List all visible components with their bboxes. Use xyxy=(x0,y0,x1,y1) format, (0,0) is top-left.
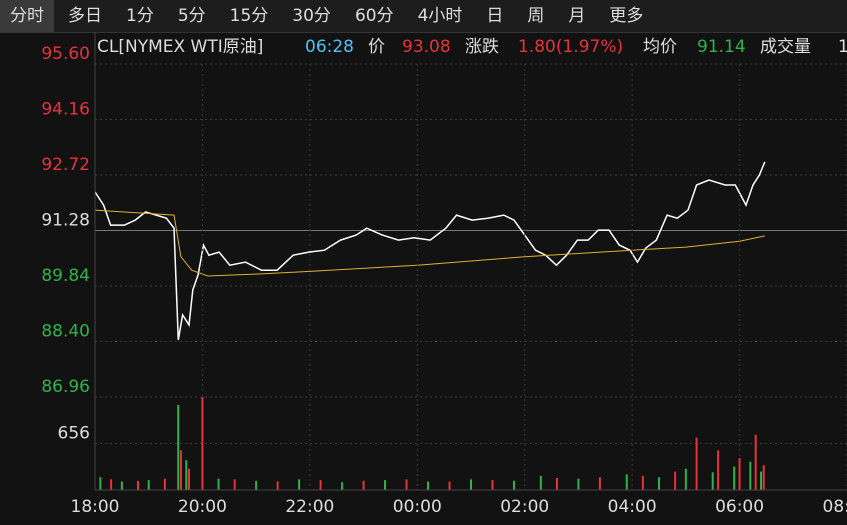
volume-bar xyxy=(201,397,204,490)
volume-bar xyxy=(684,468,687,490)
x-tick-label: 18:00 xyxy=(71,497,120,517)
x-tick-label: 22:00 xyxy=(285,497,334,517)
volume-bar xyxy=(384,480,387,490)
price-line xyxy=(94,161,766,341)
y-tick-label: 88.40 xyxy=(41,322,90,342)
price-label: 价 xyxy=(368,37,385,57)
x-tick-label: 20:00 xyxy=(178,497,227,517)
x-tick-label: 02:00 xyxy=(500,497,549,517)
volume-bar xyxy=(298,479,301,490)
volume-bar xyxy=(99,477,102,490)
y-tick-label: 86.96 xyxy=(41,377,90,397)
volume-bar xyxy=(470,479,472,490)
volume-bar xyxy=(754,434,757,490)
volume-bar xyxy=(362,480,365,490)
tab[interactable]: 日 xyxy=(486,6,504,26)
y-tick-label: 92.72 xyxy=(41,155,90,175)
volume-bar xyxy=(136,480,139,490)
volume-bar xyxy=(695,437,698,490)
price-line xyxy=(94,209,765,277)
change: 1.80(1.97%) xyxy=(518,37,624,57)
volume-bar xyxy=(163,478,166,490)
volume-bar xyxy=(217,478,220,490)
avg-label: 均价 xyxy=(643,37,677,57)
x-tick-label: 08:00 xyxy=(823,497,847,517)
volume-bar xyxy=(427,481,430,490)
volume-bar xyxy=(762,465,765,490)
y-tick-label: 89.84 xyxy=(41,266,90,286)
tab[interactable]: 更多 xyxy=(609,6,644,26)
volume-bar xyxy=(760,471,763,490)
tab[interactable]: 60分 xyxy=(354,6,394,26)
volume-bar xyxy=(625,474,628,490)
toolbar: 分时 多日 1分 5分 15分 30分 60分 4小时 日 周 月 更多 xyxy=(0,0,847,33)
volume-bar xyxy=(188,468,190,490)
volume-bar xyxy=(711,472,714,490)
volume-bar xyxy=(276,481,279,490)
y-tick-label: 94.16 xyxy=(41,100,90,120)
tab[interactable]: 5分 xyxy=(177,6,206,26)
volume-bar xyxy=(341,482,344,490)
volume-bar xyxy=(179,450,182,490)
volume-bar xyxy=(255,480,258,490)
tab[interactable]: 1分 xyxy=(126,6,154,26)
y-tick-label: 656 xyxy=(58,424,90,444)
tab[interactable]: 多日 xyxy=(68,6,102,26)
volume-bar xyxy=(738,458,741,490)
volume-bar xyxy=(539,475,542,490)
volume-label: 成交量 xyxy=(760,37,811,57)
volume-bar xyxy=(733,466,736,490)
volume-bar xyxy=(598,477,601,490)
volume-bar xyxy=(448,481,451,490)
avg: 91.14 xyxy=(697,37,746,57)
tab[interactable]: 分时 xyxy=(0,0,54,32)
volume-bar xyxy=(577,478,580,490)
x-tick-label: 04:00 xyxy=(608,497,657,517)
volume-bar xyxy=(233,479,236,490)
tab[interactable]: 月 xyxy=(568,6,586,26)
volume-bar xyxy=(491,480,494,490)
volume-bar xyxy=(749,461,752,490)
volume-bar xyxy=(185,460,188,490)
price: 93.08 xyxy=(402,37,451,57)
volume-bar xyxy=(555,477,558,490)
change-label: 涨跌 xyxy=(465,37,499,57)
x-tick-label: 00:00 xyxy=(393,497,442,517)
y-tick-label: 95.60 xyxy=(41,44,90,64)
volume-bar xyxy=(177,405,180,490)
tab[interactable]: 4小时 xyxy=(417,6,463,26)
tab[interactable]: 30分 xyxy=(292,6,331,26)
volume-bar xyxy=(641,475,644,490)
x-tick-label: 06:00 xyxy=(715,497,764,517)
volume-bar xyxy=(717,450,720,490)
volume-bar xyxy=(674,471,677,490)
tab[interactable]: 周 xyxy=(527,6,545,26)
volume-bar xyxy=(319,480,322,490)
volume-bar xyxy=(658,477,660,490)
volume-bar xyxy=(512,480,515,490)
tab[interactable]: 15分 xyxy=(229,6,269,26)
volume: 1 xyxy=(838,37,847,57)
volume-bar xyxy=(110,479,113,490)
volume-bar xyxy=(120,481,123,490)
time: 06:28 xyxy=(305,37,354,57)
symbol: CL[NYMEX WTI原油] xyxy=(97,37,264,57)
volume-bar xyxy=(147,480,150,490)
volume-bar xyxy=(405,479,408,490)
y-tick-label: 91.28 xyxy=(41,211,90,231)
